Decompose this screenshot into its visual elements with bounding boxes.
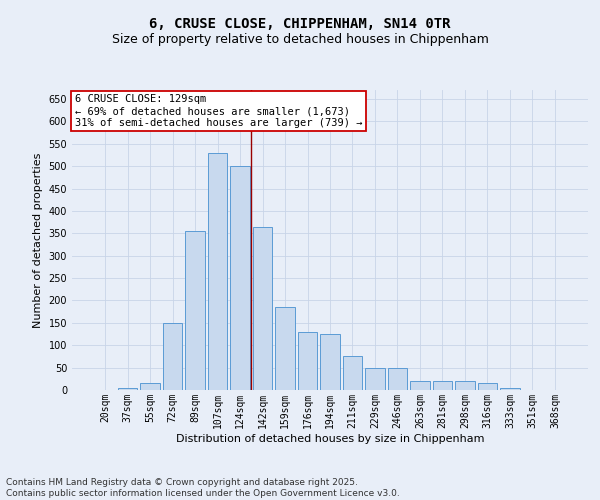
Bar xyxy=(118,388,137,390)
Bar xyxy=(253,226,272,390)
Bar xyxy=(388,368,407,390)
Bar xyxy=(365,368,385,390)
Bar xyxy=(208,152,227,390)
Bar xyxy=(455,381,475,390)
Bar xyxy=(275,307,295,390)
Text: 6 CRUSE CLOSE: 129sqm
← 69% of detached houses are smaller (1,673)
31% of semi-d: 6 CRUSE CLOSE: 129sqm ← 69% of detached … xyxy=(74,94,362,128)
Text: Contains HM Land Registry data © Crown copyright and database right 2025.
Contai: Contains HM Land Registry data © Crown c… xyxy=(6,478,400,498)
Bar xyxy=(500,388,520,390)
Bar xyxy=(410,381,430,390)
Bar xyxy=(343,356,362,390)
Bar xyxy=(478,384,497,390)
Bar xyxy=(320,334,340,390)
Bar xyxy=(230,166,250,390)
X-axis label: Distribution of detached houses by size in Chippenham: Distribution of detached houses by size … xyxy=(176,434,484,444)
Bar xyxy=(298,332,317,390)
Bar xyxy=(140,384,160,390)
Bar xyxy=(163,323,182,390)
Bar xyxy=(185,231,205,390)
Bar xyxy=(433,381,452,390)
Text: 6, CRUSE CLOSE, CHIPPENHAM, SN14 0TR: 6, CRUSE CLOSE, CHIPPENHAM, SN14 0TR xyxy=(149,18,451,32)
Y-axis label: Number of detached properties: Number of detached properties xyxy=(33,152,43,328)
Text: Size of property relative to detached houses in Chippenham: Size of property relative to detached ho… xyxy=(112,32,488,46)
